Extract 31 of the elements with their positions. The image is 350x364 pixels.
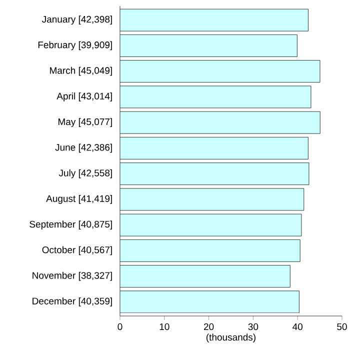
- y-tick-label: March [45,049]: [50, 66, 112, 76]
- y-tick-label: November [38,327]: [32, 272, 112, 281]
- y-tick-label: June [42,386]: [55, 144, 112, 153]
- bar: [120, 239, 300, 262]
- y-tick-label: May [45,077]: [58, 118, 112, 128]
- y-tick-label: July [42,558]: [58, 169, 112, 178]
- bar: [120, 265, 290, 288]
- y-tick-label: January [42,398]: [42, 16, 112, 25]
- y-tick-label: February [39,909]: [38, 41, 112, 50]
- bar: [120, 8, 308, 32]
- bar: [120, 214, 302, 236]
- x-axis-title: (thousands): [206, 334, 256, 342]
- x-tick-label: 20: [204, 323, 214, 330]
- y-tick-label: September [40,875]: [30, 220, 112, 230]
- x-tick-label: 30: [248, 323, 258, 330]
- y-tick-label: August [41,419]: [46, 195, 112, 204]
- y-tick-label: October [40,567]: [42, 246, 112, 256]
- x-tick-label: 0: [118, 323, 122, 330]
- bar: [120, 86, 312, 108]
- x-tick-label: 40: [292, 323, 302, 330]
- bar: [120, 34, 298, 57]
- y-tick-label: April [43,014]: [56, 92, 112, 102]
- x-tick-label: 10: [160, 323, 170, 330]
- y-tick-label: December [40,359]: [32, 297, 112, 306]
- bar: [120, 188, 304, 211]
- x-tick-label: 50: [337, 323, 347, 330]
- bar: [120, 290, 300, 314]
- bar: [120, 111, 320, 134]
- bar: [120, 162, 310, 186]
- bar: [120, 136, 308, 160]
- bar: [120, 60, 320, 83]
